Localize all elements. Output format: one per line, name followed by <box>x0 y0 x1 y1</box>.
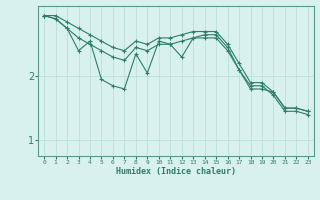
X-axis label: Humidex (Indice chaleur): Humidex (Indice chaleur) <box>116 167 236 176</box>
